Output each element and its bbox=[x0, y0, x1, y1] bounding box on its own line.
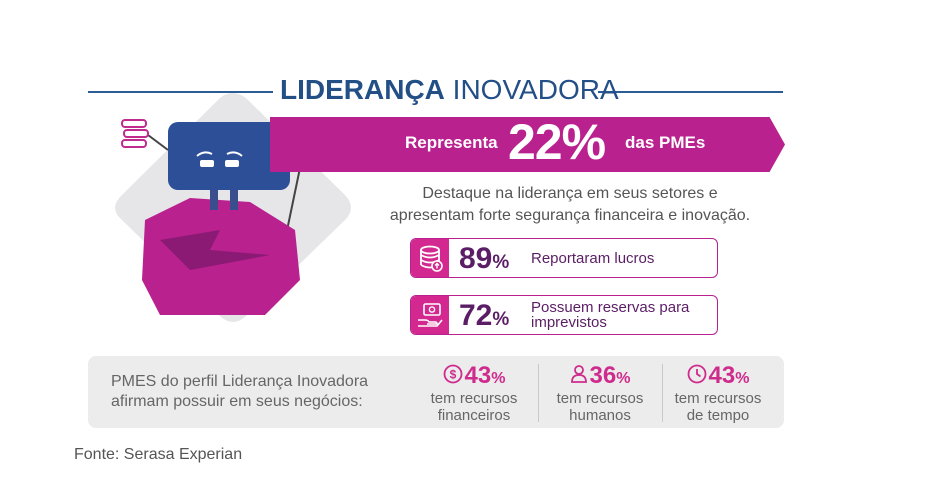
metric-label-line-2: de tempo bbox=[686, 407, 750, 424]
metric-unit: % bbox=[491, 370, 506, 387]
metric-percent: 43% bbox=[465, 362, 506, 389]
robot-eye-right bbox=[225, 160, 239, 167]
robot-arm bbox=[147, 134, 169, 151]
rock-highlight bbox=[160, 230, 270, 270]
stat-value: 72 bbox=[459, 299, 493, 332]
metric-percent: 36% bbox=[590, 362, 631, 389]
metric-unit: % bbox=[735, 370, 750, 387]
illustration bbox=[115, 93, 351, 322]
person-icon bbox=[570, 364, 588, 389]
divider bbox=[538, 364, 539, 422]
metric-financial: $ 43% tem recursos financeiros bbox=[414, 362, 534, 424]
panel-intro-line-2: afirmam possuir em seus negócios: bbox=[111, 393, 363, 410]
description-line-2: apresentam forte segurança financeira e … bbox=[389, 207, 751, 224]
title-bold: LIDERANÇA bbox=[280, 74, 445, 105]
robot-eye-left bbox=[200, 160, 214, 167]
metric-label-line-2: humanos bbox=[569, 407, 631, 424]
stat-unit: % bbox=[492, 309, 510, 330]
stat-value: 89 bbox=[459, 242, 493, 275]
banner-suffix: das PMEs bbox=[625, 133, 706, 152]
metric-percent: 43% bbox=[709, 362, 750, 389]
metric-value: 36 bbox=[589, 362, 617, 389]
stat-percent: 89% bbox=[459, 242, 509, 276]
stat-card-profits: 89% Reportaram lucros bbox=[410, 238, 718, 278]
metric-human: 36% tem recursos humanos bbox=[540, 362, 660, 424]
metric-label-line-2: financeiros bbox=[437, 407, 511, 424]
stat-percent: 72% bbox=[459, 299, 509, 333]
metric-value: 43 bbox=[708, 362, 736, 389]
stat-unit: % bbox=[492, 252, 510, 273]
description: Destaque na liderança em seus setores e … bbox=[345, 183, 795, 227]
panel-intro: PMES do perfil Liderança Inovadora afirm… bbox=[111, 372, 401, 412]
robot-leg-left bbox=[210, 185, 218, 210]
metric-label-line-1: tem recursos bbox=[430, 390, 518, 407]
panel-intro-line-1: PMES do perfil Liderança Inovadora bbox=[111, 373, 369, 390]
svg-text:$: $ bbox=[449, 367, 456, 381]
metric-time: 43% tem recursos de tempo bbox=[658, 362, 778, 424]
title-regular: INOVADORA bbox=[452, 74, 619, 105]
page-title: LIDERANÇA INOVADORA bbox=[280, 74, 619, 106]
highlight-banner bbox=[270, 117, 785, 172]
banner-prefix: Representa bbox=[405, 133, 498, 152]
money-hand-icon bbox=[411, 296, 449, 334]
title-rule-left bbox=[88, 91, 273, 93]
robot-body bbox=[168, 122, 290, 190]
stat-label: Reportaram lucros bbox=[531, 251, 654, 266]
title-rule-right bbox=[598, 91, 783, 93]
metric-value: 43 bbox=[464, 362, 492, 389]
metric-label-line-1: tem recursos bbox=[674, 390, 762, 407]
dollar-circle-icon: $ bbox=[443, 364, 463, 389]
metric-unit: % bbox=[616, 370, 631, 387]
robot-leg-right bbox=[230, 185, 238, 210]
description-line-1: Destaque na liderança em seus setores e bbox=[422, 185, 718, 202]
source-note: Fonte: Serasa Experian bbox=[74, 446, 243, 463]
divider bbox=[662, 364, 663, 422]
scroll-icon bbox=[121, 119, 149, 148]
robot-brow-left bbox=[196, 151, 213, 157]
stat-card-reserves: 72% Possuem reservas para imprevistos bbox=[410, 295, 718, 335]
resources-panel bbox=[88, 356, 784, 428]
robot-brow-right bbox=[226, 151, 243, 157]
clock-icon bbox=[687, 364, 707, 389]
stat-label-line-2: imprevistos bbox=[531, 314, 607, 331]
stat-label-line-1: Possuem reservas para bbox=[531, 299, 690, 316]
banner-percent: 22% bbox=[508, 114, 606, 170]
stat-label-line-1: Reportaram lucros bbox=[531, 250, 655, 267]
metric-label-line-1: tem recursos bbox=[556, 390, 644, 407]
stat-label: Possuem reservas para imprevistos bbox=[531, 300, 689, 330]
coins-icon bbox=[411, 239, 449, 277]
